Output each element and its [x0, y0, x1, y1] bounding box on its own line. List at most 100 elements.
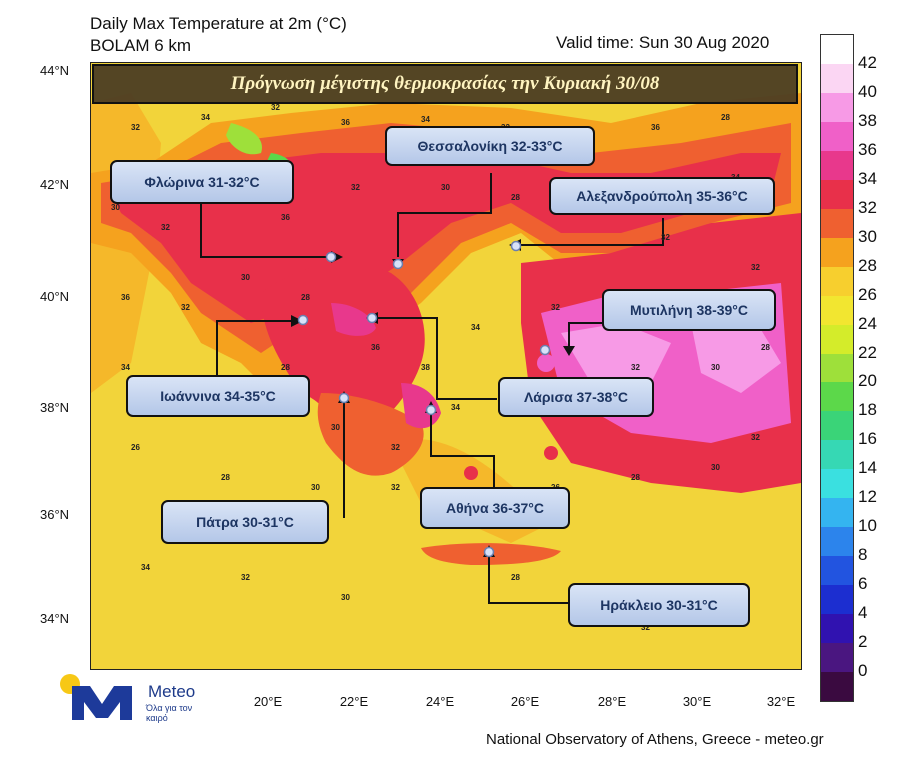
- colorbar-band: [821, 63, 853, 94]
- label-athens: Αθήνα 36-37°C: [420, 487, 570, 529]
- contour-value-label: 36: [121, 293, 130, 302]
- colorbar-tick: 24: [858, 313, 877, 333]
- lon-label: 32°E: [766, 694, 796, 709]
- label-ioannina: Ιωάννινα 34-35°C: [126, 375, 310, 417]
- contour-value-label: 32: [751, 433, 760, 442]
- contour-value-label: 34: [451, 403, 460, 412]
- contour-value-label: 34: [471, 323, 480, 332]
- contour-value-label: 26: [131, 443, 140, 452]
- colorbar-tick: 20: [858, 371, 877, 391]
- contour-value-label: 32: [181, 303, 190, 312]
- colorbar-tick: 8: [858, 545, 868, 565]
- valid-time: Valid time: Sun 30 Aug 2020: [556, 33, 770, 52]
- contour-value-label: 34: [141, 563, 150, 572]
- colorbar-band: [821, 121, 853, 152]
- lat-label: 44°N: [40, 63, 70, 78]
- lon-label: 24°E: [425, 694, 455, 709]
- label-alexandroupoli: Αλεξανδρούπολη 35-36°C: [549, 177, 775, 215]
- logo-tagline: Όλα για τον καιρό: [146, 703, 193, 723]
- colorbar: [820, 34, 854, 702]
- contour-value-label: 28: [221, 473, 230, 482]
- meteo-logo: [60, 674, 132, 720]
- contour-value-label: 32: [661, 233, 670, 242]
- colorbar-tick: 42: [858, 52, 877, 72]
- colorbar-tick: 38: [858, 110, 877, 130]
- colorbar-tick: 26: [858, 284, 877, 304]
- colorbar-tick: 2: [858, 632, 868, 652]
- contour-value-label: 32: [241, 573, 250, 582]
- contour-value-label: 28: [631, 473, 640, 482]
- lon-label: 30°E: [682, 694, 712, 709]
- colorbar-band: [821, 324, 853, 355]
- label-florina: Φλώρινα 31-32°C: [110, 160, 294, 204]
- colorbar-band: [821, 643, 853, 673]
- contour-value-label: 30: [711, 463, 720, 472]
- lat-label: 42°N: [40, 177, 70, 192]
- credit-line: National Observatory of Athens, Greece -…: [486, 731, 824, 748]
- lat-label: 36°N: [40, 507, 70, 522]
- lat-label: 40°N: [40, 289, 70, 304]
- colorbar-band: [821, 92, 853, 123]
- lon-label: 20°E: [253, 694, 283, 709]
- colorbar-tick: 28: [858, 255, 877, 275]
- colorbar-tick: 30: [858, 226, 877, 246]
- colorbar-band: [821, 469, 853, 499]
- contour-value-label: 30: [711, 363, 720, 372]
- contour-value-label: 30: [311, 483, 320, 492]
- contour-value-label: 28: [511, 193, 520, 202]
- contour-value-label: 32: [391, 443, 400, 452]
- colorbar-band: [821, 179, 853, 210]
- label-larisa: Λάρισα 37-38°C: [498, 377, 654, 417]
- lat-label: 34°N: [40, 611, 70, 626]
- contour-value-label: 30: [441, 183, 450, 192]
- colorbar-tick: 16: [858, 429, 877, 449]
- colorbar-band: [821, 382, 853, 412]
- lat-label: 38°N: [40, 400, 70, 415]
- colorbar-band: [821, 353, 853, 383]
- model-name: BOLAM 6 km: [90, 36, 192, 55]
- colorbar-tick: 34: [858, 168, 877, 188]
- colorbar-band: [821, 585, 853, 615]
- contour-value-label: 32: [351, 183, 360, 192]
- colorbar-band: [821, 614, 853, 644]
- forecast-banner-text: Πρόγνωση μέγιστης θερμοκρασίας την Κυρια…: [230, 73, 660, 94]
- contour-value-label: 28: [761, 343, 770, 352]
- contour-value-label: 28: [511, 573, 520, 582]
- label-patra: Πάτρα 30-31°C: [161, 500, 329, 544]
- colorbar-band: [821, 35, 853, 65]
- colorbar-band: [821, 440, 853, 470]
- colorbar-band: [821, 237, 853, 268]
- colorbar-tick: 10: [858, 516, 877, 536]
- colorbar-band: [821, 672, 853, 702]
- colorbar-tick: 36: [858, 139, 877, 159]
- contour-value-label: 30: [111, 203, 120, 212]
- contour-value-label: 32: [551, 303, 560, 312]
- contour-value-label: 30: [341, 593, 350, 602]
- colorbar-band: [821, 208, 853, 239]
- contour-value-label: 28: [721, 113, 730, 122]
- contour-value-label: 28: [281, 363, 290, 372]
- logo-wordmark: Meteo: [148, 682, 196, 701]
- lon-label: 22°E: [339, 694, 369, 709]
- contour-value-label: 36: [651, 123, 660, 132]
- contour-value-label: 36: [281, 213, 290, 222]
- colorbar-band: [821, 150, 853, 181]
- colorbar-band: [821, 556, 853, 586]
- colorbar-band: [821, 527, 853, 557]
- contour-value-label: 32: [751, 263, 760, 272]
- contour-value-label: 34: [121, 363, 130, 372]
- forecast-banner: Πρόγνωση μέγιστης θερμοκρασίας την Κυρια…: [92, 64, 798, 104]
- colorbar-tick: 32: [858, 197, 877, 217]
- colorbar-tick: 12: [858, 487, 877, 507]
- label-thessaloniki: Θεσσαλονίκη 32-33°C: [385, 126, 595, 166]
- contour-value-label: 34: [201, 113, 210, 122]
- contour-value-label: 32: [631, 363, 640, 372]
- contour-value-label: 30: [331, 423, 340, 432]
- colorbar-tick: 40: [858, 81, 877, 101]
- colorbar-band: [821, 498, 853, 528]
- colorbar-tick: 22: [858, 342, 877, 362]
- contour-value-label: 32: [391, 483, 400, 492]
- lon-label: 26°E: [510, 694, 540, 709]
- contour-value-label: 36: [371, 343, 380, 352]
- colorbar-tick: 14: [858, 458, 877, 478]
